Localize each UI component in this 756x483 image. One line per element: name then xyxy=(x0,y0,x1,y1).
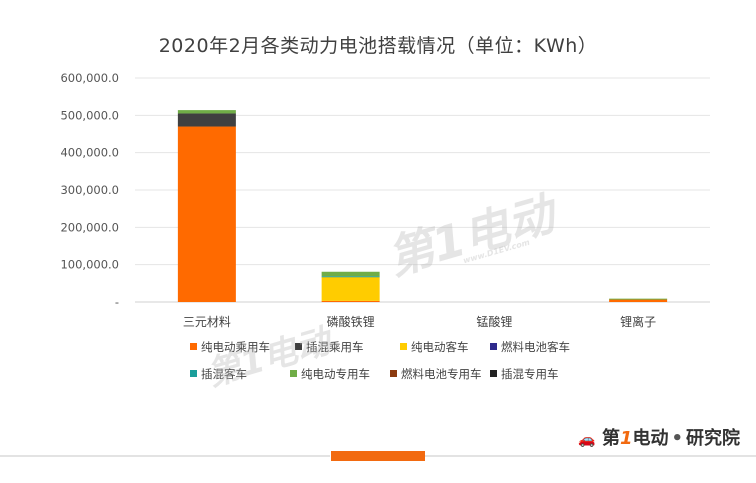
legend-swatch xyxy=(190,343,197,350)
legend-swatch xyxy=(490,343,497,350)
bar-segment xyxy=(321,300,380,302)
x-tick-label: 磷酸铁锂 xyxy=(327,314,375,329)
legend-swatch xyxy=(390,370,397,377)
y-tick-label: 600,000.0 xyxy=(60,71,119,85)
x-tick-label: 三元材料 xyxy=(183,315,231,329)
legend-label: 燃料电池专用车 xyxy=(401,367,482,381)
bar-segment xyxy=(609,298,668,300)
legend-label: 纯电动客车 xyxy=(411,340,469,354)
bar-segment xyxy=(609,299,668,302)
footer-line-right xyxy=(425,455,756,457)
legend-swatch xyxy=(400,343,407,350)
legend-label: 插混专用车 xyxy=(501,367,559,381)
y-tick-label: 500,000.0 xyxy=(60,108,119,122)
legend-label: 插混乘用车 xyxy=(306,340,364,354)
y-tick-label: 200,000.0 xyxy=(60,220,119,234)
bar-segment xyxy=(321,276,380,301)
brand-logo: 🚗 第1电动 • 研究院 xyxy=(578,428,740,449)
bar-segment xyxy=(177,113,236,127)
legend-item: 插混客车 xyxy=(190,367,247,381)
bar-segment xyxy=(321,276,380,278)
legend-item: 纯电动乘用车 xyxy=(190,340,270,354)
chart-title: 2020年2月各类动力电池搭载情况（单位：KWh） xyxy=(158,35,598,57)
legend-swatch xyxy=(295,343,302,350)
y-tick-label: 400,000.0 xyxy=(60,146,119,160)
legend-item: 纯电动客车 xyxy=(400,340,469,354)
legend-label: 燃料电池客车 xyxy=(501,340,570,354)
x-tick-label: 锰酸锂 xyxy=(476,314,512,329)
y-tick-label: - xyxy=(115,295,119,309)
x-tick-label: 锂离子 xyxy=(620,314,656,329)
legend-item: 燃料电池客车 xyxy=(490,340,570,354)
legend-swatch xyxy=(190,370,197,377)
legend-label: 纯电动乘用车 xyxy=(201,340,270,354)
y-tick-label: 100,000.0 xyxy=(60,258,119,272)
legend-item: 燃料电池专用车 xyxy=(390,367,482,381)
bar-segment xyxy=(321,271,380,277)
y-tick-label: 300,000.0 xyxy=(60,183,119,197)
car-logo-icon: 🚗 xyxy=(578,432,596,448)
footer-line-left xyxy=(0,455,330,457)
legend-item: 插混专用车 xyxy=(490,367,559,381)
legend-swatch xyxy=(490,370,497,377)
legend-label: 纯电动专用车 xyxy=(301,367,370,381)
legend-item: 插混乘用车 xyxy=(295,340,364,354)
bar-segment xyxy=(177,126,236,303)
legend-item: 纯电动专用车 xyxy=(290,367,370,381)
bar-segment xyxy=(177,110,236,114)
footer-accent-bar xyxy=(331,451,425,461)
legend-swatch xyxy=(290,370,297,377)
legend-label: 插混客车 xyxy=(201,367,247,381)
